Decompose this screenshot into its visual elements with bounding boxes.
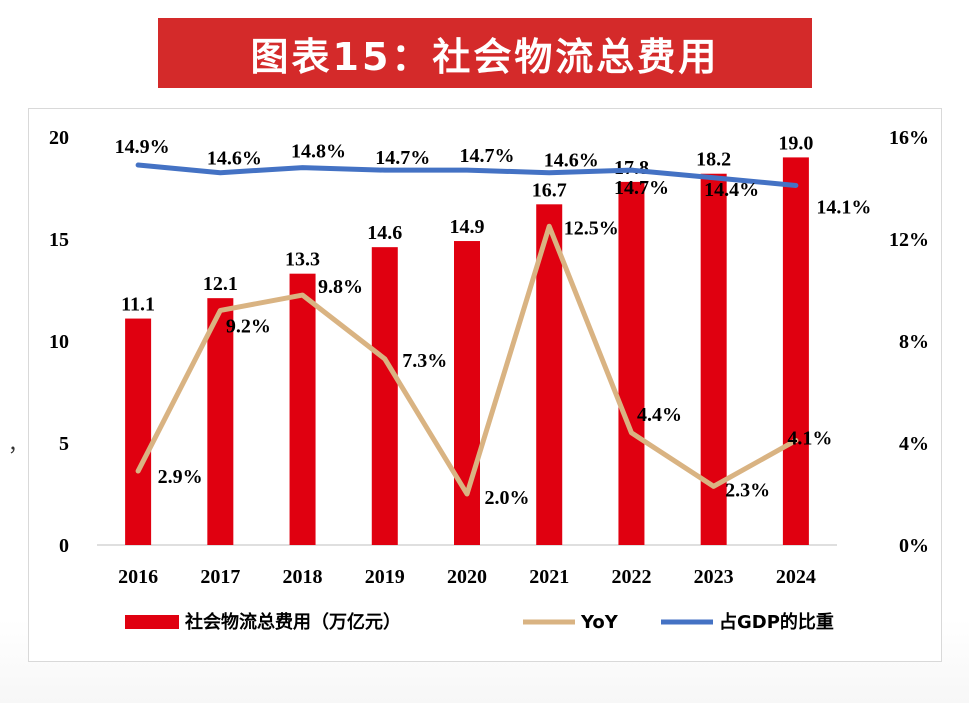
x-tick-label: 2024 [776, 566, 816, 588]
yoy-data-label: 9.2% [226, 315, 271, 337]
y-right-tick-label: 0% [899, 535, 929, 557]
y-right-tick-label: 4% [899, 433, 929, 455]
yoy-data-label: 2.3% [725, 479, 770, 501]
yoy-data-label: 4.4% [637, 404, 682, 426]
line-yoy [135, 223, 799, 497]
yoy-data-label: 2.9% [158, 466, 203, 488]
gdp-share-data-label: 14.7% [614, 177, 669, 199]
legend-label-gdp-share: 占GDP的比重 [719, 611, 834, 633]
y-right-tick-label: 8% [899, 331, 929, 353]
bar-logistics-cost [125, 318, 152, 545]
y-left-tick-label: 20 [49, 127, 69, 149]
bar-data-label: 12.1 [203, 273, 238, 295]
legend-swatch-logistics-cost [125, 615, 179, 629]
bar-logistics-cost [782, 157, 809, 545]
stray-comma: ， [8, 432, 28, 456]
chart-title: 图表15：社会物流总费用 [250, 34, 720, 79]
legend-label-yoy: YoY [580, 612, 619, 633]
gdp-share-data-label: 14.1% [816, 196, 871, 218]
chart-frame: 0 5 10 15 20 0% 4% 8% 12% 16% 2016 2017 2018 2019 2020… [28, 108, 942, 662]
title-banner: 图表15：社会物流总费用 [158, 18, 812, 88]
gdp-share-data-label: 14.4% [704, 179, 759, 201]
y-left-tick-label: 0 [59, 535, 69, 557]
y-right-tick-label: 16% [889, 127, 929, 149]
gdp-share-data-label: 14.6% [207, 148, 262, 170]
line-gdp-share [135, 162, 799, 188]
x-tick-label: 2023 [694, 566, 734, 588]
y-left-tick-label: 5 [59, 433, 69, 455]
gdp-share-data-label: 14.8% [291, 141, 346, 163]
x-tick-label: 2022 [611, 566, 651, 588]
y-left-tick-label: 15 [49, 229, 69, 251]
x-tick-label: 2017 [200, 566, 240, 588]
bar-logistics-cost [700, 173, 727, 545]
bar-data-label: 11.1 [121, 294, 155, 316]
gdp-share-data-label: 14.7% [460, 145, 515, 167]
bar-data-label: 13.3 [285, 249, 320, 271]
gdp-share-data-label: 14.7% [375, 147, 430, 169]
y-right-tick-label: 12% [889, 229, 929, 251]
legend-label-logistics-cost: 社会物流总费用（万亿元） [185, 611, 401, 633]
bar-logistics-cost [207, 298, 234, 545]
y-left-tick-label: 10 [49, 331, 69, 353]
x-tick-label: 2021 [529, 566, 569, 588]
gdp-share-data-label: 14.6% [544, 150, 599, 172]
yoy-data-label: 7.3% [402, 350, 447, 372]
x-tick-label: 2016 [118, 566, 158, 588]
yoy-data-label: 12.5% [564, 217, 619, 239]
bar-data-label: 18.2 [696, 149, 731, 171]
gdp-share-data-label: 14.9% [115, 136, 170, 158]
x-tick-label: 2020 [447, 566, 487, 588]
bar-data-label: 19.0 [778, 132, 813, 154]
chart-svg: 0 5 10 15 20 0% 4% 8% 12% 16% 2016 2017 2018 2019 2020… [49, 127, 929, 633]
x-tick-label: 2018 [283, 566, 323, 588]
yoy-data-label: 9.8% [318, 276, 363, 298]
bar-logistics-cost [371, 247, 398, 545]
bar-logistics-cost [618, 181, 645, 545]
yoy-data-label: 2.0% [485, 487, 530, 509]
bar-data-label: 14.9 [450, 216, 485, 238]
bar-logistics-cost [289, 273, 316, 545]
bar-data-label: 14.6 [367, 222, 402, 244]
bar-logistics-cost [454, 241, 480, 546]
x-tick-label: 2019 [365, 566, 405, 588]
bar-data-label: 16.7 [532, 179, 567, 201]
yoy-data-label: 4.1% [787, 427, 832, 449]
